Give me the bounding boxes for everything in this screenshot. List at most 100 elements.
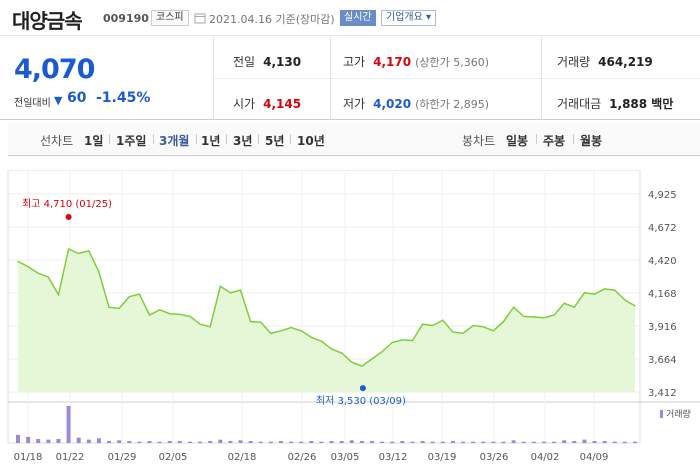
- candle-chart-label: 봉차트: [462, 134, 496, 148]
- tab-period-3m[interactable]: 3개월: [159, 134, 190, 148]
- volume-bar: [359, 440, 364, 443]
- price-point: [300, 330, 302, 332]
- change-label: 전일대비: [14, 98, 51, 109]
- volume-bar: [592, 440, 597, 443]
- volume-bar: [177, 440, 182, 443]
- price-point: [159, 309, 161, 311]
- max-annotation: 최고 4,710 (01/25): [22, 198, 112, 210]
- price-point: [472, 324, 474, 327]
- price-point: [78, 252, 80, 255]
- tab-period-1w[interactable]: 1주일: [116, 134, 147, 148]
- volume-bar: [218, 439, 223, 443]
- price-point: [118, 307, 120, 310]
- volume-bar: [511, 440, 516, 443]
- volume-bar: [491, 441, 496, 443]
- volume: 거래량 464,219: [557, 53, 653, 70]
- legend-swatch: [660, 410, 663, 418]
- calendar-icon: [194, 13, 206, 24]
- tab-candle-month[interactable]: 월봉: [580, 134, 603, 148]
- volume-bar: [400, 440, 405, 443]
- volume-bar: [278, 440, 283, 443]
- lower-limit: (하한가 2,895): [415, 98, 489, 111]
- volume-bar: [461, 441, 466, 443]
- tab-period-1d[interactable]: 1일: [84, 134, 104, 148]
- tab-period-10y[interactable]: 10년: [297, 134, 325, 148]
- price-point: [421, 323, 424, 325]
- y-tick-label: 3,412: [648, 388, 677, 399]
- volume-value: 464,219: [598, 55, 653, 69]
- volume-bar: [370, 440, 375, 443]
- x-tick-label: 02/05: [159, 452, 188, 463]
- price-point: [310, 336, 312, 338]
- divider: [214, 78, 700, 79]
- volume-legend: 거래량: [660, 407, 691, 420]
- price-point: [401, 339, 403, 341]
- date-basis: 기준(장마감): [275, 13, 335, 26]
- price-point: [108, 306, 110, 308]
- prev-close-label: 전일: [233, 55, 256, 69]
- quote-date: 2021.04.16 기준(장마감): [209, 11, 335, 27]
- x-tick-label: 02/18: [228, 452, 257, 463]
- price-point: [128, 296, 130, 298]
- x-tick-label: 02/26: [288, 452, 317, 463]
- volume-bar: [410, 441, 415, 443]
- x-tick-label: 04/02: [531, 452, 560, 463]
- y-tick-label: 4,925: [648, 190, 677, 201]
- volume-bar: [309, 440, 314, 443]
- volume-bar: [572, 440, 577, 443]
- price-point: [341, 352, 343, 354]
- price-point: [250, 320, 252, 323]
- volume-bar: [127, 440, 132, 443]
- price-chart[interactable]: 4,925 4,672 4,420 4,168 3,916 3,664 3,412 01/1…: [0, 170, 700, 474]
- volume-bar: [602, 440, 607, 443]
- price-point: [452, 331, 454, 333]
- price-line: [17, 247, 636, 367]
- price-point: [17, 260, 19, 262]
- amount-label: 거래대금: [557, 97, 602, 111]
- price-point: [209, 326, 211, 328]
- down-arrow-icon: ▼: [54, 94, 63, 107]
- stock-code: 009190: [103, 12, 149, 25]
- price-point: [199, 323, 201, 325]
- volume-bar: [339, 440, 344, 443]
- volume-bar: [238, 440, 243, 443]
- price-point: [98, 271, 100, 273]
- current-price: 4,070: [14, 54, 95, 85]
- tab-period-3y[interactable]: 3년: [233, 134, 253, 148]
- price-point: [189, 315, 191, 317]
- price-point: [169, 313, 171, 315]
- volume-bar: [208, 440, 213, 443]
- volume-bar: [430, 441, 435, 443]
- high-price: 고가 4,170 (상한가 5,360): [343, 53, 489, 70]
- price-point: [502, 320, 505, 323]
- volume-bar: [541, 441, 546, 443]
- volume-bar: [521, 441, 526, 443]
- change-value: 60: [67, 90, 87, 106]
- x-tick-label: 03/05: [331, 452, 360, 463]
- volume-bar: [117, 440, 122, 443]
- tab-period-1y[interactable]: 1년: [201, 134, 221, 148]
- price-point: [391, 341, 393, 344]
- chart-frame: [7, 170, 641, 444]
- volume-bar: [167, 440, 172, 443]
- quote-panel: 4,070 전일대비 ▼ 60 -1.45% 전일 4,130 고가 4,170 (상…: [0, 37, 700, 120]
- volume-bar: [289, 441, 294, 443]
- price-point: [330, 348, 333, 350]
- divider: [196, 134, 197, 144]
- volume-bar: [268, 441, 273, 443]
- chart-tabs: 선차트 1일 1주일 3개월 1년 3년 5년 10년 봉차트 일봉 주봉 월봉: [8, 122, 700, 156]
- open-label: 시가: [233, 97, 256, 111]
- divider: [153, 134, 154, 144]
- price-point: [492, 330, 494, 332]
- tab-candle-week[interactable]: 주봉: [543, 134, 566, 148]
- volume-bar: [562, 440, 567, 443]
- price-point: [57, 294, 60, 296]
- realtime-button[interactable]: 실시간: [340, 10, 376, 26]
- tab-candle-day[interactable]: 일봉: [506, 134, 529, 148]
- company-info-dropdown[interactable]: 기업개요 ▾: [381, 10, 436, 26]
- price-point: [523, 315, 525, 317]
- upper-limit: (상한가 5,360): [415, 56, 489, 69]
- prev-close-value: 4,130: [263, 55, 302, 69]
- volume-bar: [420, 440, 425, 443]
- tab-period-5y[interactable]: 5년: [265, 134, 285, 148]
